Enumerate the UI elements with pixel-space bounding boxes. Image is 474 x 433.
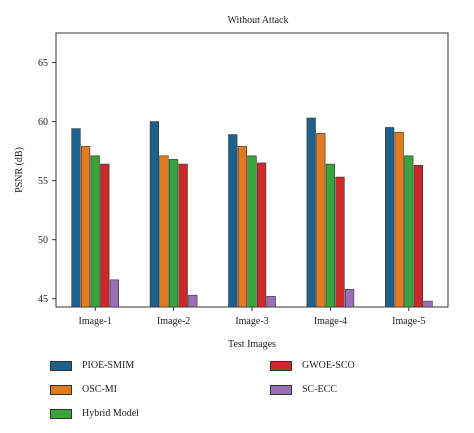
legend-swatch xyxy=(50,408,72,419)
x-tick-label: Image-5 xyxy=(392,316,425,327)
legend-label: SC-ECC xyxy=(302,384,338,395)
x-tick-label: Image-3 xyxy=(235,316,268,327)
x-tick-label: Image-4 xyxy=(314,316,347,327)
legend-swatch xyxy=(270,384,292,395)
y-tick-label: 60 xyxy=(38,117,48,128)
legend-label: GWOE-SCO xyxy=(302,360,355,371)
bar-hybrid-model-image-4 xyxy=(325,163,336,308)
bar-pioe-smim-image-4 xyxy=(306,117,316,308)
legend-swatch xyxy=(50,384,72,395)
y-tick-label: 55 xyxy=(38,176,48,187)
bar-hybrid-model-image-5 xyxy=(404,155,414,308)
bar-osc-mi-image-3 xyxy=(237,146,248,308)
legend: PIOE-SMIM OSC-MI Hybrid Model GWOE-SCO SC-EC… xyxy=(50,360,450,430)
bars-layer xyxy=(71,117,433,308)
bar-pioe-smim-image-2 xyxy=(149,121,160,308)
legend-label: Hybrid Model xyxy=(82,408,139,419)
bar-chart-svg: Without Attack 45 50 55 60 65 Image-1 Image-2… xyxy=(14,15,449,350)
x-axis-label: Test Images xyxy=(228,339,276,350)
bar-sc-ecc-image-5 xyxy=(423,300,433,308)
bar-gwoe-sco-image-2 xyxy=(178,163,188,308)
bar-pioe-smim-image-3 xyxy=(228,134,238,308)
bar-hybrid-model-image-2 xyxy=(169,159,179,308)
bar-gwoe-sco-image-4 xyxy=(335,176,345,308)
y-axis-label: PSNR (dB) xyxy=(14,147,25,193)
x-tick-label: Image-2 xyxy=(157,316,190,327)
legend-item-pioe-smim: PIOE-SMIM xyxy=(50,360,134,371)
legend-item-hybrid-model: Hybrid Model xyxy=(50,408,139,419)
legend-swatch xyxy=(50,360,72,371)
bar-sc-ecc-image-3 xyxy=(266,296,276,308)
bar-pioe-smim-image-5 xyxy=(384,127,395,308)
legend-item-sc-ecc: SC-ECC xyxy=(270,384,337,395)
y-axis: 45 50 55 60 65 xyxy=(38,58,56,305)
bar-sc-ecc-image-4 xyxy=(344,288,355,308)
bar-gwoe-sco-image-1 xyxy=(100,163,110,308)
bar-hybrid-model-image-1 xyxy=(90,155,100,308)
bar-sc-ecc-image-1 xyxy=(109,279,119,308)
legend-label: PIOE-SMIM xyxy=(82,360,135,371)
bar-osc-mi-image-2 xyxy=(159,155,169,308)
y-tick-label: 50 xyxy=(38,235,48,246)
chart-title: Without Attack xyxy=(228,15,289,26)
bar-osc-mi-image-1 xyxy=(81,146,91,308)
legend-item-gwoe-sco: GWOE-SCO xyxy=(270,360,355,371)
legend-label: OSC-MI xyxy=(82,384,118,395)
bar-gwoe-sco-image-5 xyxy=(413,164,424,308)
bar-osc-mi-image-5 xyxy=(394,131,404,308)
legend-item-osc-mi: OSC-MI xyxy=(50,384,117,395)
bar-hybrid-model-image-3 xyxy=(247,155,257,308)
x-axis: Image-1 Image-2 Image-3 Image-4 Image-5 xyxy=(79,307,425,327)
bar-sc-ecc-image-2 xyxy=(188,294,198,308)
bar-osc-mi-image-4 xyxy=(316,133,326,308)
y-tick-label: 45 xyxy=(38,294,48,305)
bar-pioe-smim-image-1 xyxy=(71,128,81,308)
legend-swatch xyxy=(270,360,292,371)
y-tick-label: 65 xyxy=(38,58,48,69)
bar-gwoe-sco-image-3 xyxy=(256,162,267,308)
x-tick-label: Image-1 xyxy=(79,316,112,327)
